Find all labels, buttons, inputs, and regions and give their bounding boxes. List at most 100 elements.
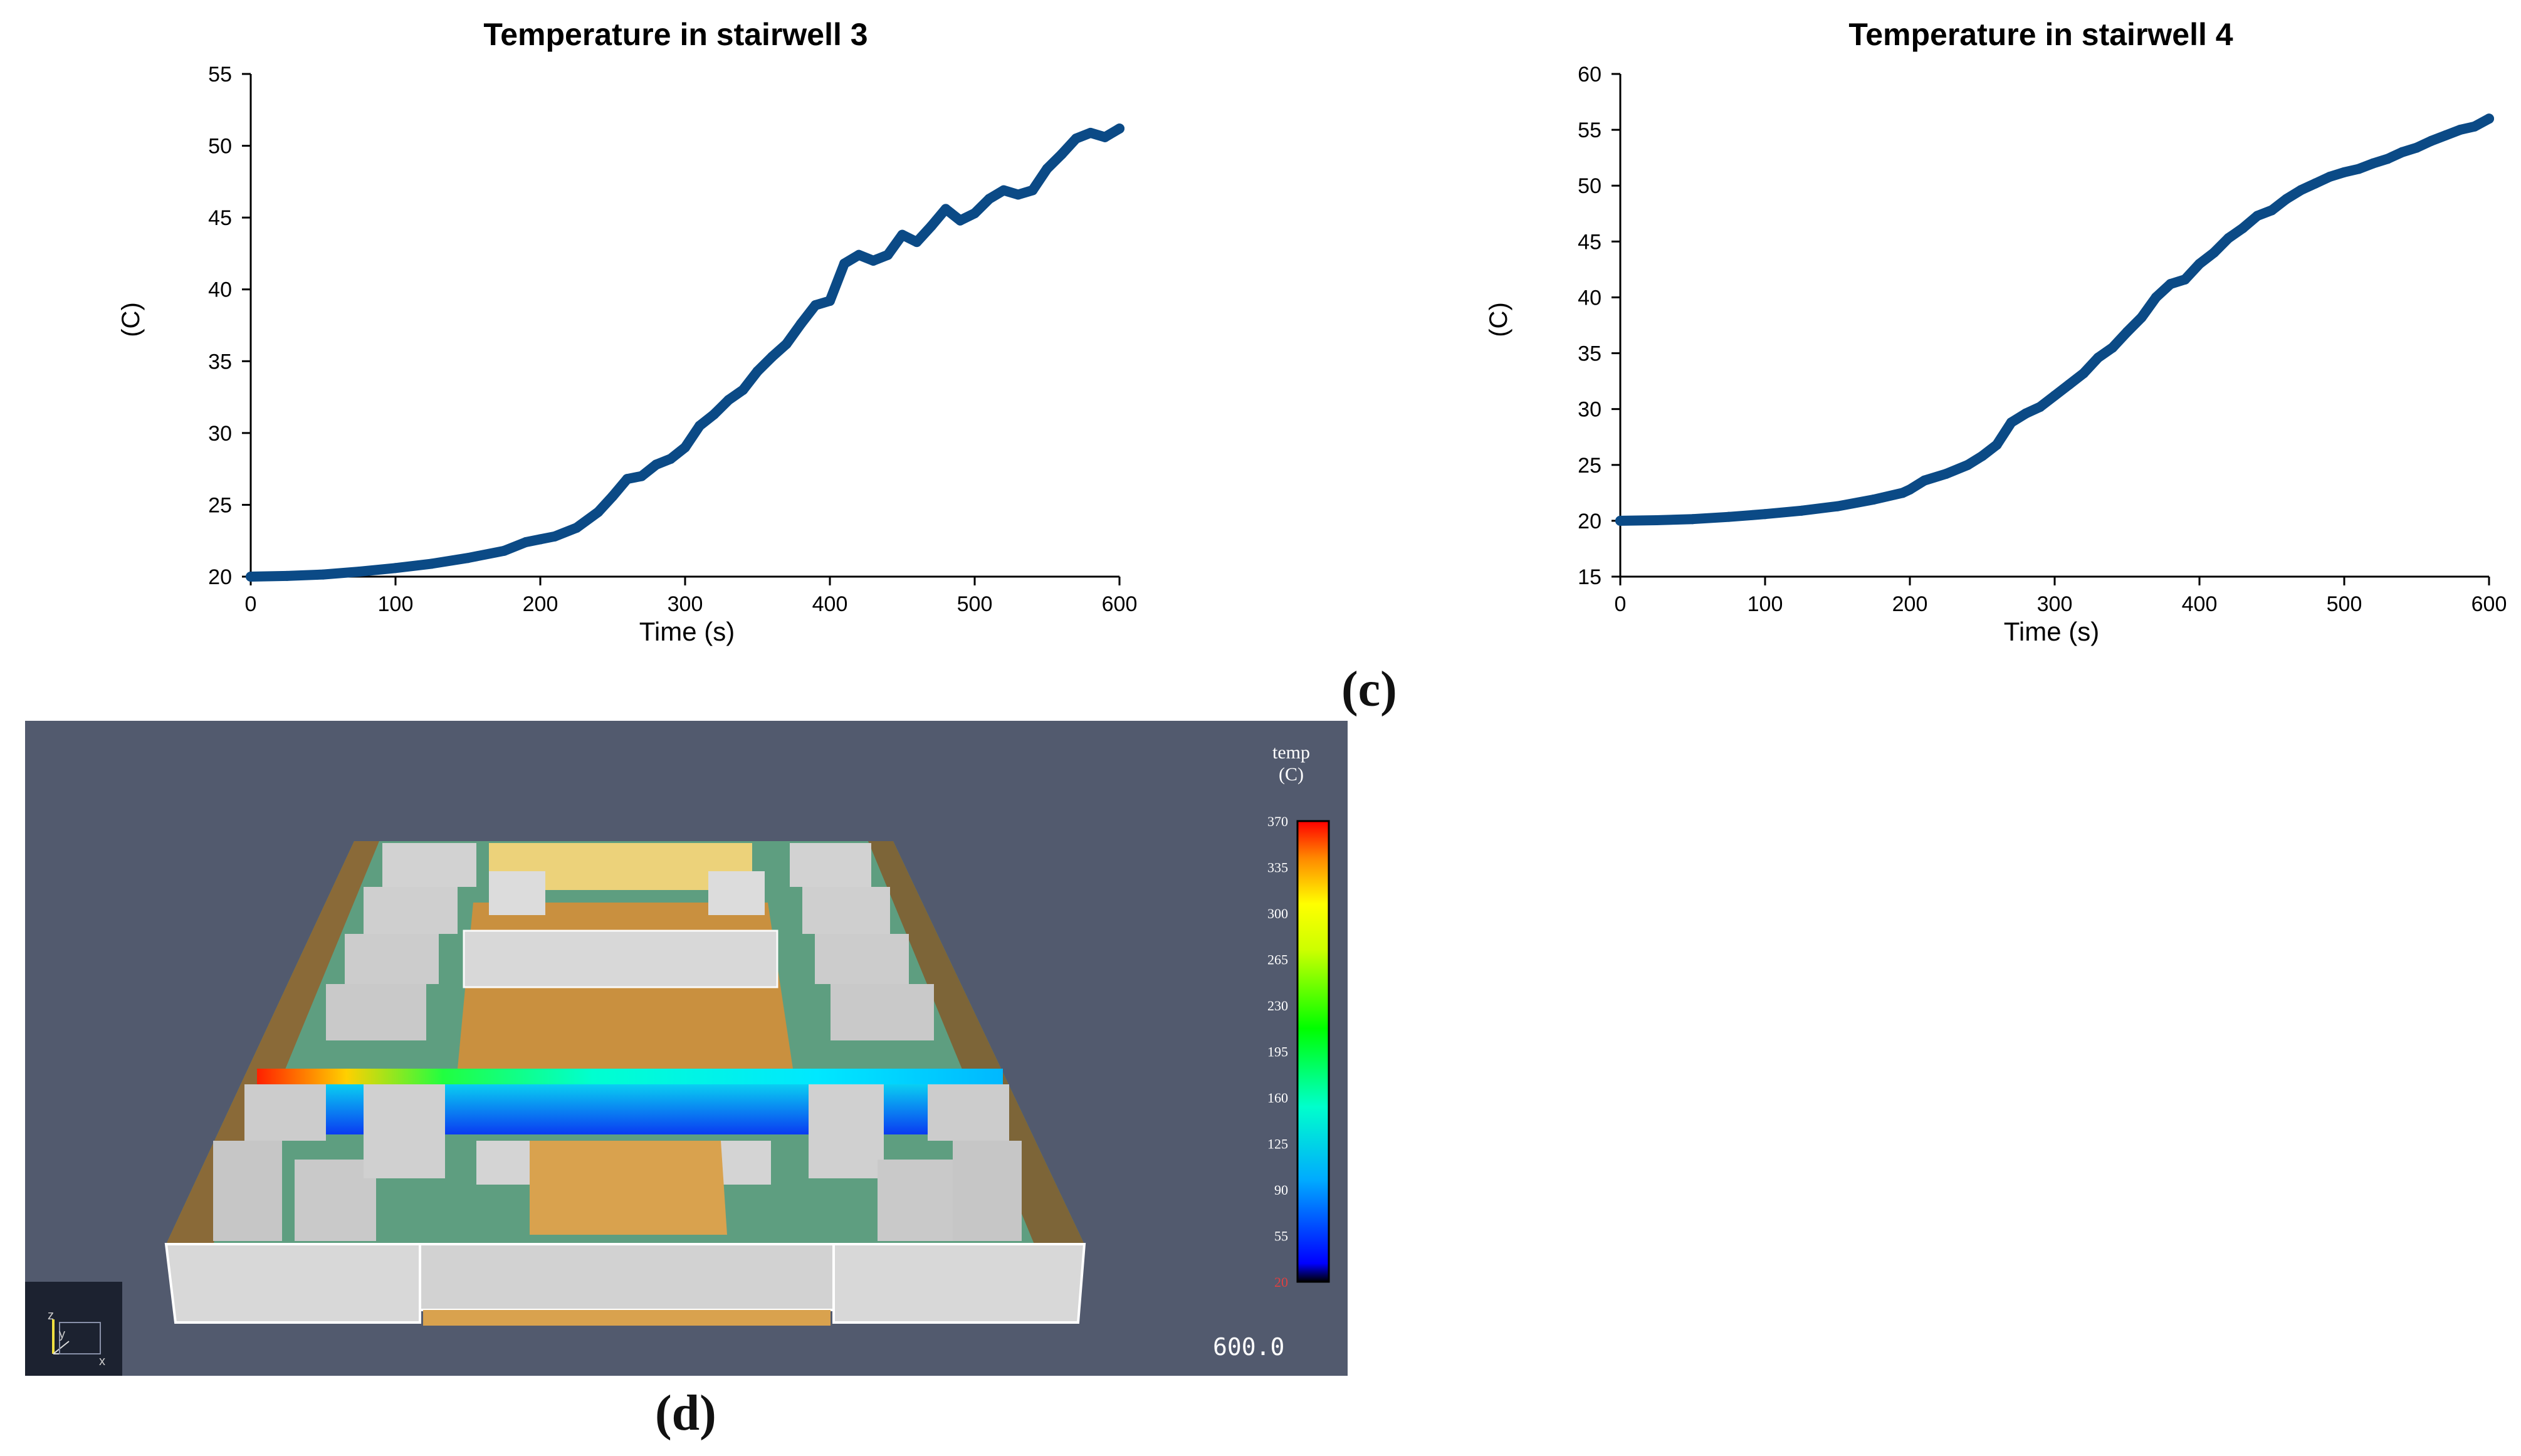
data-point	[636, 471, 647, 481]
data-point	[1027, 185, 1038, 196]
data-point	[723, 395, 734, 406]
data-point	[607, 491, 618, 501]
room	[244, 1084, 326, 1141]
axis-x-label: x	[99, 1354, 105, 1368]
legend-tick-label: 370	[1267, 814, 1288, 829]
y-tick-label: 40	[208, 278, 232, 302]
room	[802, 887, 890, 934]
data-point	[709, 409, 720, 420]
room	[831, 984, 934, 1040]
y-axis-label: (C)	[117, 302, 145, 337]
temperature-slice-lower	[313, 1084, 953, 1134]
x-tick-label: 100	[1748, 592, 1783, 616]
room	[326, 984, 426, 1040]
x-tick-label: 0	[245, 592, 257, 616]
front-wall-right	[832, 1243, 1086, 1324]
data-point	[246, 572, 256, 582]
data-point	[2151, 292, 2161, 303]
legend-colorbar	[1296, 820, 1330, 1283]
data-point	[2136, 312, 2147, 323]
data-point	[354, 566, 365, 577]
data-point	[2093, 352, 2104, 363]
data-point	[854, 249, 864, 260]
y-tick-label: 30	[208, 422, 232, 446]
data-point	[2064, 379, 2075, 390]
data-point	[825, 296, 835, 306]
color-legend: temp (C) 370 335 300 265 230 195 160 125 90 55 20	[1267, 742, 1330, 1290]
legend-tick-label: 55	[1274, 1228, 1288, 1244]
data-point	[1013, 189, 1024, 200]
room	[213, 1141, 282, 1241]
panel-label-c: (c)	[1341, 662, 1397, 717]
room	[815, 934, 909, 984]
legend-tick-label: 90	[1274, 1182, 1288, 1198]
data-point	[2354, 164, 2364, 174]
data-point	[520, 537, 531, 548]
y-tick-label: 50	[208, 135, 232, 159]
y-tick-label: 45	[1578, 230, 1601, 254]
data-point	[1977, 451, 1988, 461]
data-point	[2455, 125, 2465, 135]
y-tick-label: 15	[1578, 565, 1601, 589]
data-point	[535, 534, 545, 545]
data-point	[911, 237, 922, 248]
axes	[1619, 74, 2489, 578]
data-point	[1905, 484, 1915, 495]
data-point	[622, 474, 632, 484]
room	[295, 1160, 376, 1241]
room	[878, 1160, 953, 1241]
data-point	[2281, 194, 2292, 204]
y-tick-label: 50	[1578, 174, 1601, 198]
x-tick-label: 200	[523, 592, 558, 616]
x-tick-label: 300	[668, 592, 703, 616]
chart-title: Temperature in stairwell 4	[1848, 17, 2233, 52]
data-point	[998, 185, 1009, 196]
data-point	[2469, 121, 2480, 132]
data-point	[1687, 514, 1698, 525]
data-point	[1056, 149, 1067, 160]
data-point	[1760, 509, 1770, 520]
data-point	[463, 553, 473, 563]
data-point	[839, 258, 850, 269]
legend-tick-label: 335	[1267, 860, 1288, 876]
legend-title: temp	[1272, 742, 1310, 763]
data-point	[680, 442, 690, 453]
x-tick-label: 100	[378, 592, 414, 616]
axis-y-label: y	[59, 1328, 65, 1341]
ticks: 0 100 200 300 400 500 600 20 25 30 35 40 45 50 55	[208, 63, 1137, 616]
data-point	[810, 300, 820, 310]
axes	[249, 74, 1119, 578]
data-point	[2238, 223, 2248, 233]
stairwell-3-chart: Temperature in stairwell 3 (C) Time (s) …	[117, 17, 1137, 646]
data-point	[2078, 368, 2089, 379]
front-wall-left	[164, 1243, 421, 1324]
data-point	[2310, 178, 2320, 189]
x-tick-label: 600	[1102, 592, 1138, 616]
data-point	[1796, 505, 1806, 516]
room	[345, 934, 439, 984]
data-point	[2426, 135, 2436, 146]
data-point	[2107, 342, 2118, 353]
front-strip	[423, 1310, 831, 1326]
legend-tick-label: 300	[1267, 906, 1288, 921]
front-wall-center	[419, 1243, 835, 1311]
x-tick-label: 300	[2037, 592, 2073, 616]
data-point	[1651, 515, 1662, 525]
y-tick-label: 25	[208, 493, 232, 517]
center-back-wall	[463, 930, 778, 988]
data-point	[499, 545, 510, 556]
data-point	[883, 249, 893, 260]
data-point	[2267, 205, 2277, 216]
y-tick-label: 45	[208, 206, 232, 230]
x-tick-label: 500	[957, 592, 993, 616]
chart-title: Temperature in stairwell 3	[483, 17, 867, 52]
fire-simulation-view: temp (C) 370335300265230195160125905520 …	[25, 721, 1348, 1376]
y-tick-label: 35	[208, 350, 232, 374]
legend-tick-label: 230	[1267, 998, 1288, 1013]
series-line	[1615, 113, 2494, 526]
axis-gizmo: z y x	[25, 1282, 122, 1376]
room	[364, 887, 458, 934]
axis-z-label: z	[48, 1309, 54, 1322]
data-point	[2397, 147, 2408, 157]
room	[790, 843, 871, 887]
